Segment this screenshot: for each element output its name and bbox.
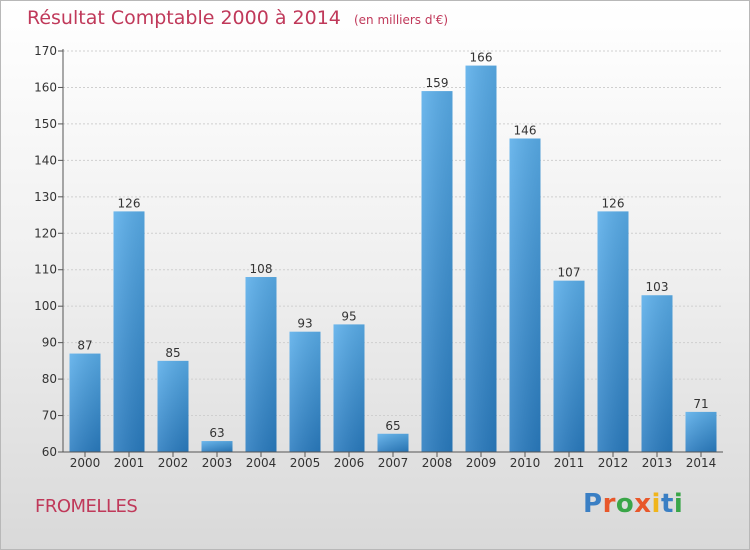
x-tick-label: 2008 bbox=[422, 456, 453, 470]
bar-value-label: 108 bbox=[250, 262, 273, 276]
y-tick-label: 150 bbox=[34, 117, 57, 131]
bar-shade bbox=[685, 411, 717, 452]
y-tick-label: 80 bbox=[42, 372, 57, 386]
logo-letter: r bbox=[602, 489, 616, 519]
proxiti-logo: Proxiti bbox=[583, 489, 683, 519]
bar-shade bbox=[333, 324, 365, 452]
logo-letter: o bbox=[615, 489, 635, 519]
chart-title: Résultat Comptable 2000 à 2014 bbox=[27, 7, 341, 29]
x-tick-label: 2001 bbox=[114, 456, 145, 470]
bar-value-label: 87 bbox=[77, 339, 92, 353]
bar-shade bbox=[113, 211, 145, 452]
x-tick-label: 2012 bbox=[598, 456, 629, 470]
x-tick-label: 2002 bbox=[158, 456, 189, 470]
bar-shade bbox=[421, 91, 453, 452]
bar-value-label: 93 bbox=[297, 317, 312, 331]
axes: 60 70 80 90 100 110 120 130 140 150 160 170 2000 2001… bbox=[34, 44, 723, 470]
y-tick-label: 60 bbox=[42, 445, 57, 459]
x-tick-label: 2011 bbox=[554, 456, 585, 470]
bar-shade bbox=[509, 138, 541, 452]
y-tick-label: 130 bbox=[34, 190, 57, 204]
x-tick-label: 2003 bbox=[202, 456, 233, 470]
bar-shade bbox=[289, 331, 321, 452]
bar-value-label: 103 bbox=[646, 280, 669, 294]
y-tick-label: 140 bbox=[34, 153, 57, 167]
bar-value-label: 146 bbox=[514, 123, 537, 137]
bar-value-label: 95 bbox=[341, 309, 356, 323]
bar-value-label: 107 bbox=[558, 266, 581, 280]
bar-value-label: 126 bbox=[602, 196, 625, 210]
bar-shade bbox=[157, 360, 189, 452]
logo-letter: t bbox=[660, 489, 674, 519]
x-tick-label: 2009 bbox=[466, 456, 497, 470]
bar-shade bbox=[465, 65, 497, 452]
bar-shade bbox=[245, 277, 277, 452]
logo-letter: i bbox=[673, 489, 684, 519]
bar-value-label: 71 bbox=[693, 397, 708, 411]
bars bbox=[69, 65, 717, 452]
chart-subtitle: (en milliers d'€) bbox=[353, 13, 449, 27]
bar-shade bbox=[641, 295, 673, 452]
x-tick-label: 2005 bbox=[290, 456, 321, 470]
logo-letter: x bbox=[634, 489, 652, 519]
bar-shade bbox=[377, 433, 409, 452]
bar-value-label: 166 bbox=[470, 51, 493, 65]
y-tick-label: 100 bbox=[34, 299, 57, 313]
x-tick-label: 2006 bbox=[334, 456, 365, 470]
bar-value-label: 65 bbox=[385, 419, 400, 433]
bar-shade bbox=[201, 441, 233, 452]
y-tick-label: 120 bbox=[34, 226, 57, 240]
x-tick-label: 2000 bbox=[70, 456, 101, 470]
chart-title-block: Résultat Comptable 2000 à 2014 (en milli… bbox=[27, 7, 448, 29]
x-tick-label: 2004 bbox=[246, 456, 277, 470]
x-tick-label: 2014 bbox=[686, 456, 717, 470]
place-name: FROMELLES bbox=[35, 496, 138, 517]
x-tick-label: 2007 bbox=[378, 456, 409, 470]
y-tick-label: 70 bbox=[42, 409, 57, 423]
logo-letter: P bbox=[583, 489, 603, 519]
y-tick-label: 160 bbox=[34, 80, 57, 94]
bar-shade bbox=[69, 353, 101, 452]
x-tick-label: 2010 bbox=[510, 456, 541, 470]
bar-shade bbox=[553, 280, 585, 452]
logo-letter: i bbox=[651, 489, 661, 519]
bar-value-label: 85 bbox=[165, 346, 180, 360]
x-tick-label: 2013 bbox=[642, 456, 673, 470]
bar-shade bbox=[597, 211, 629, 452]
data-labels: 87 126 85 63 108 93 95 65 159 166 146 107 126 103 71 bbox=[77, 51, 708, 440]
y-tick-label: 90 bbox=[42, 336, 57, 350]
y-tick-label: 110 bbox=[34, 263, 57, 277]
bar-value-label: 159 bbox=[426, 76, 449, 90]
bar-value-label: 63 bbox=[209, 426, 224, 440]
bar-value-label: 126 bbox=[118, 196, 141, 210]
y-tick-label: 170 bbox=[34, 44, 57, 58]
